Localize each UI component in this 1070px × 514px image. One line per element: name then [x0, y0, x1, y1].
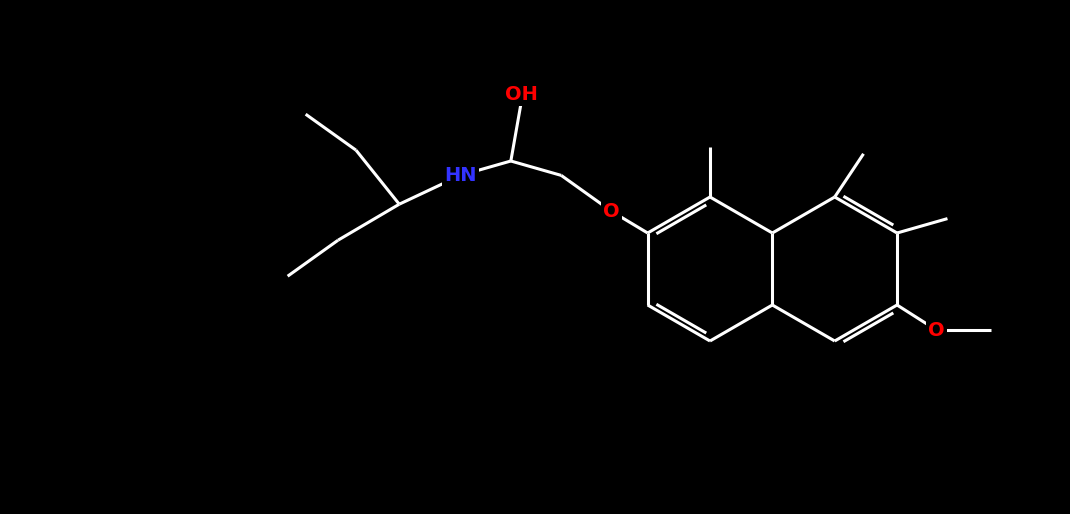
Text: HN: HN [444, 166, 477, 185]
Text: O: O [603, 202, 620, 221]
Text: O: O [929, 321, 945, 340]
Text: OH: OH [505, 85, 538, 104]
